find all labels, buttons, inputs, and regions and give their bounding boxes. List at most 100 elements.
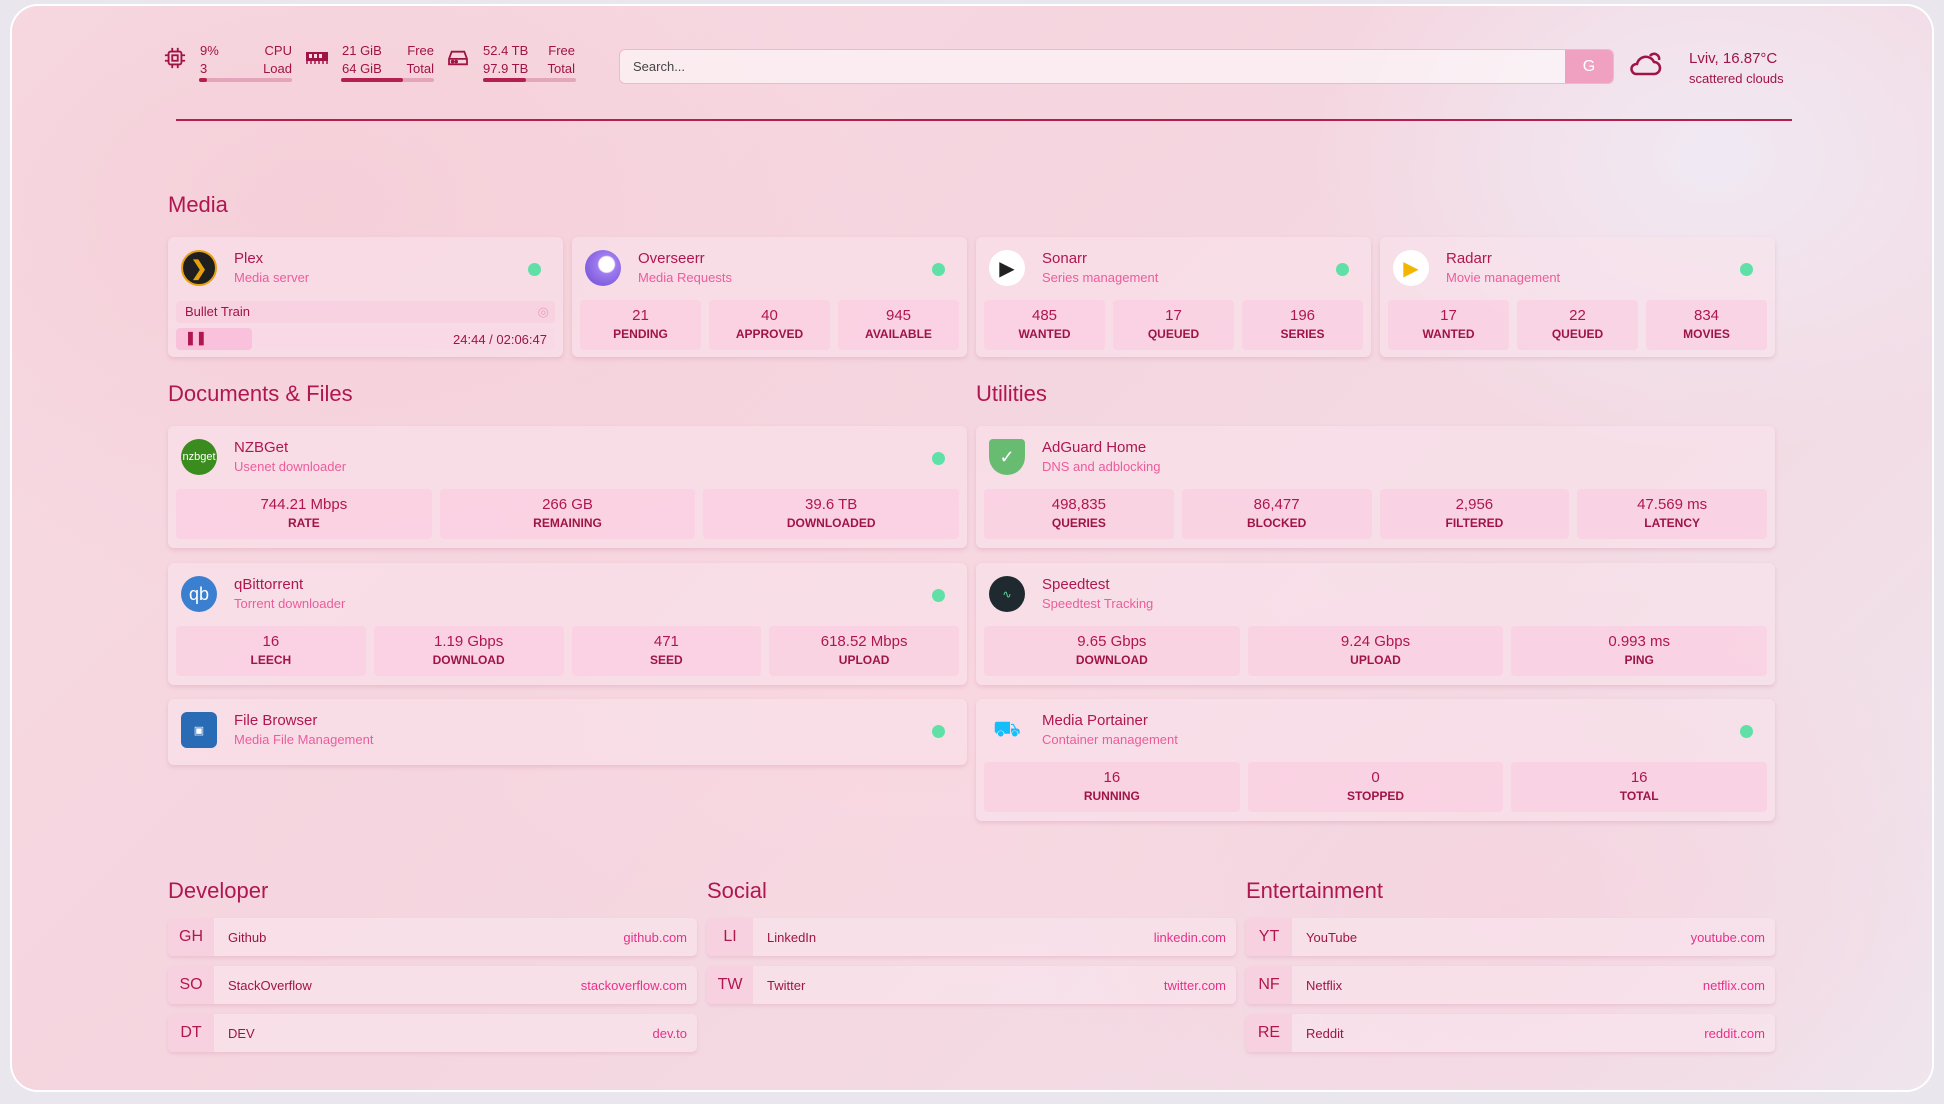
section-title-social: Social [707,878,767,903]
nzbget-icon: nzbget [181,439,217,475]
overseerr-icon [585,250,621,286]
service-description: Movie management [1446,270,1561,285]
service-card-overseerr[interactable]: Overseerr Media Requests 21 PENDING 40 APPR… [572,237,967,357]
disk-total-value: 97.9 TB [483,61,529,76]
stat-latency: 47.569 ms LATENCY [1577,489,1767,539]
memory-widget: 21 GiB Free 64 GiB Total [306,42,434,78]
memory-total-label: Total [406,61,434,76]
stat-value: 471 [653,633,679,650]
bookmark-url: youtube.com [1690,929,1765,945]
search-provider-button[interactable]: G [1565,50,1613,83]
bookmark-name: LinkedIn [767,929,817,945]
bookmark-netflix[interactable]: NF Netflix netflix.com [1246,966,1775,1004]
service-card-radarr[interactable]: ▶ Radarr Movie management 17 WANTED 22 QUEU… [1380,237,1775,357]
search-bar: G [619,49,1614,84]
stat-wanted: 485 WANTED [984,300,1105,350]
stat-value: 16 [262,633,280,650]
stat-movies: 834 MOVIES [1646,300,1767,350]
stat-download: 9.65 Gbps DOWNLOAD [984,626,1240,676]
search-input[interactable] [620,59,1565,74]
bookmark-name: Github [228,929,267,945]
cpu-widget: 9% CPU 3 Load [164,42,292,78]
cloud-icon [1630,52,1662,76]
stat-label: SEED [650,653,683,667]
bookmark-abbr-icon: LI [707,918,753,956]
service-description: DNS and adblocking [1042,459,1161,474]
bookmark-url: twitter.com [1163,977,1226,993]
disk-bar-fill [483,78,526,82]
service-card-filebrowser[interactable]: ▣ File Browser Media File Management [168,699,967,765]
bookmark-abbr-icon: SO [168,966,214,1004]
progress-fill [176,328,252,350]
stat-running: 16 RUNNING [984,762,1240,812]
stats-row: 744.21 Mbps RATE 266 GB REMAINING 39.6 TB DOW… [176,489,960,539]
pause-icon[interactable]: ❚❚ [185,330,207,345]
status-indicator [1740,263,1753,276]
bookmark-name: Netflix [1306,977,1343,993]
service-name: Plex [234,250,264,267]
service-card-sonarr[interactable]: ▶ Sonarr Series management 485 WANTED 17 QU… [976,237,1371,357]
bookmark-abbr-icon: YT [1246,918,1292,956]
stat-download: 1.19 Gbps DOWNLOAD [373,626,564,676]
stat-value: 1.19 Gbps [434,633,504,650]
stat-blocked: 86,477 BLOCKED [1181,489,1372,539]
progress-time: 24:44 / 02:06:47 [453,332,547,347]
now-playing-title: Bullet Train [185,304,251,319]
stat-value: 2,956 [1455,496,1494,513]
stat-value: 16 [1630,769,1648,786]
memory-total-value: 64 GiB [342,61,382,76]
bookmark-reddit[interactable]: RE Reddit reddit.com [1246,1014,1775,1052]
stat-label: QUEUED [1147,327,1200,341]
stats-row: 9.65 Gbps DOWNLOAD 9.24 Gbps UPLOAD 0.993 ms… [984,626,1768,676]
status-indicator [1336,263,1349,276]
service-description: Speedtest Tracking [1042,596,1154,611]
bookmark-stackoverflow[interactable]: SO StackOverflow stackoverflow.com [168,966,697,1004]
service-card-adguard[interactable]: ✓ AdGuard Home DNS and adblocking 498,83… [976,426,1775,548]
service-card-qbittorrent[interactable]: qb qBittorrent Torrent downloader 16 LEEC… [168,563,967,685]
bookmark-dev[interactable]: DT DEV dev.to [168,1014,697,1052]
section-title-utilities: Utilities [976,381,1047,406]
bookmark-linkedin[interactable]: LI LinkedIn linkedin.com [707,918,1236,956]
disk-total-label: Total [547,61,575,76]
service-card-speedtest[interactable]: ∿ Speedtest Speedtest Tracking 9.65 Gbps… [976,563,1775,685]
stat-label: WANTED [1018,327,1071,341]
service-card-portainer[interactable]: ⛟ Media Portainer Container management 1… [976,699,1775,821]
dashboard: 9% CPU 3 Load 21 GiB Free 64 GiB Total 52.4 TB… [12,6,1932,1090]
bookmark-youtube[interactable]: YT YouTube youtube.com [1246,918,1775,956]
bookmark-name: StackOverflow [228,977,312,993]
bookmark-abbr-icon: GH [168,918,214,956]
stat-value: 40 [761,307,778,324]
hard-drive-icon [448,50,468,66]
status-indicator [1740,725,1753,738]
status-indicator [528,263,541,276]
bookmark-twitter[interactable]: TW Twitter twitter.com [707,966,1236,1004]
stat-value: 9.24 Gbps [1340,633,1411,650]
service-card-plex[interactable]: ❯ Plex Media server Bullet Train ◎ ❚❚ 24… [168,237,563,357]
stat-upload: 618.52 Mbps UPLOAD [769,626,959,676]
stat-upload: 9.24 Gbps UPLOAD [1247,626,1504,676]
bookmark-abbr-icon: NF [1246,966,1292,1004]
stat-stopped: 0 STOPPED [1247,762,1504,812]
stat-remaining: 266 GB REMAINING [439,489,696,539]
service-card-nzbget[interactable]: nzbget NZBGet Usenet downloader 744.21 M… [168,426,967,548]
section-title-documents: Documents & Files [168,381,353,406]
stat-queued: 22 QUEUED [1517,300,1638,350]
stat-value: 16 [1103,769,1121,786]
service-description: Series management [1042,270,1159,285]
portainer-icon: ⛟ [993,715,1021,741]
stat-label: WANTED [1422,327,1475,341]
weather-location-temp: Lviv, 16.87°C [1689,50,1778,67]
cpu-label: CPU [264,43,292,58]
stat-value: 0 [1371,769,1380,786]
stream-info-icon[interactable]: ◎ [537,304,549,319]
bookmark-github[interactable]: GH Github github.com [168,918,697,956]
cpu-value: 9% [200,43,219,58]
stat-value: 39.6 TB [805,496,858,513]
plex-icon: ❯ [181,250,217,286]
header-divider [176,119,1792,121]
disk-free-label: Free [548,43,575,58]
stat-label: DOWNLOAD [1075,653,1148,667]
service-name: Radarr [1446,250,1492,267]
bookmark-url: reddit.com [1704,1025,1765,1041]
stat-label: PING [1624,653,1654,667]
